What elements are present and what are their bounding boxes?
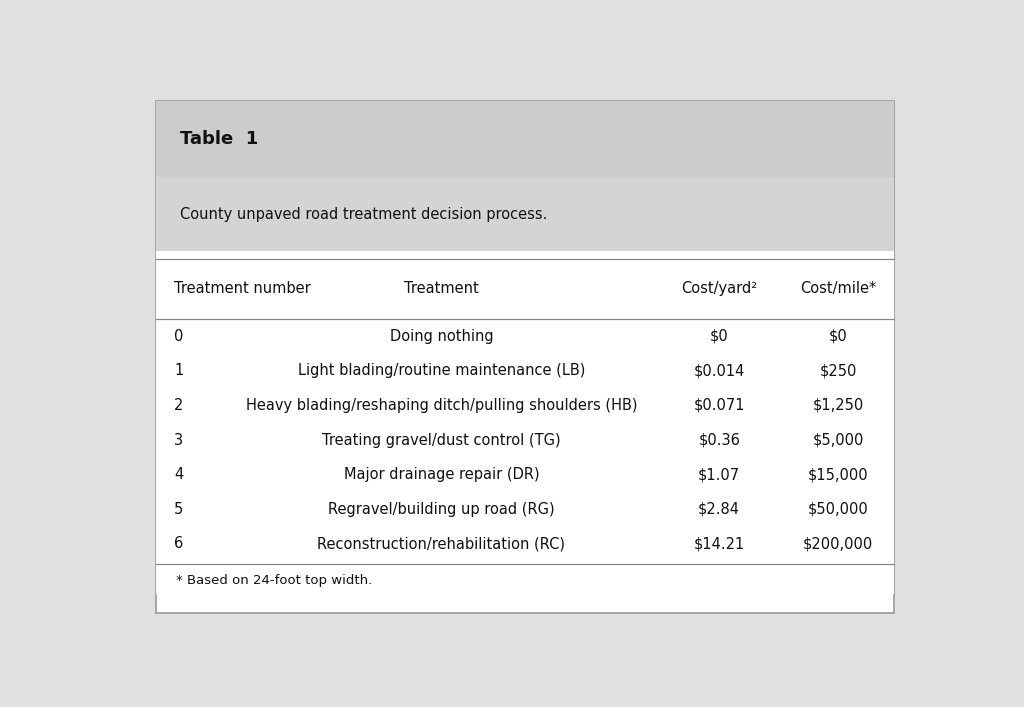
Text: $1.07: $1.07 — [698, 467, 740, 482]
Text: Cost/mile*: Cost/mile* — [800, 281, 877, 296]
Text: $1,250: $1,250 — [813, 398, 864, 413]
Text: Doing nothing: Doing nothing — [390, 329, 494, 344]
Text: 4: 4 — [174, 467, 183, 482]
Text: 2: 2 — [174, 398, 183, 413]
Text: Treatment: Treatment — [404, 281, 479, 296]
Text: 3: 3 — [174, 433, 183, 448]
Text: Reconstruction/rehabilitation (RC): Reconstruction/rehabilitation (RC) — [317, 537, 565, 551]
Text: 1: 1 — [174, 363, 183, 378]
Text: $0.071: $0.071 — [693, 398, 745, 413]
Bar — [156, 101, 894, 177]
Text: $0: $0 — [710, 329, 729, 344]
Text: Cost/yard²: Cost/yard² — [681, 281, 758, 296]
Text: $2.84: $2.84 — [698, 502, 740, 517]
Text: Regravel/building up road (RG): Regravel/building up road (RG) — [328, 502, 555, 517]
Text: 5: 5 — [174, 502, 183, 517]
Bar — [156, 177, 894, 251]
Text: $250: $250 — [819, 363, 857, 378]
Text: 6: 6 — [174, 537, 183, 551]
Text: Treating gravel/dust control (TG): Treating gravel/dust control (TG) — [323, 433, 561, 448]
Text: Table  1: Table 1 — [179, 130, 258, 148]
Text: Major drainage repair (DR): Major drainage repair (DR) — [344, 467, 540, 482]
Text: $15,000: $15,000 — [808, 467, 868, 482]
Text: $0.36: $0.36 — [698, 433, 740, 448]
Text: Light blading/routine maintenance (LB): Light blading/routine maintenance (LB) — [298, 363, 585, 378]
Text: $50,000: $50,000 — [808, 502, 868, 517]
Text: Heavy blading/reshaping ditch/pulling shoulders (HB): Heavy blading/reshaping ditch/pulling sh… — [246, 398, 637, 413]
Text: $14.21: $14.21 — [693, 537, 744, 551]
Bar — [156, 251, 894, 594]
Text: $0: $0 — [828, 329, 848, 344]
Text: $200,000: $200,000 — [803, 537, 873, 551]
Text: * Based on 24-foot top width.: * Based on 24-foot top width. — [176, 574, 372, 587]
Text: $0.014: $0.014 — [693, 363, 744, 378]
Text: County unpaved road treatment decision process.: County unpaved road treatment decision p… — [179, 206, 547, 221]
Text: $5,000: $5,000 — [813, 433, 864, 448]
Text: Treatment number: Treatment number — [174, 281, 310, 296]
Text: 0: 0 — [174, 329, 183, 344]
